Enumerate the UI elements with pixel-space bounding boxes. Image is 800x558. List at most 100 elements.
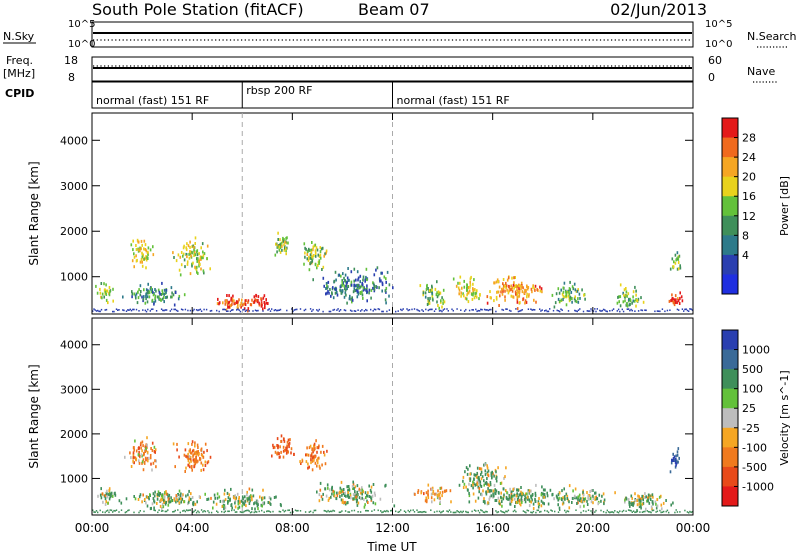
echo-cell — [508, 309, 511, 312]
echo-cell — [626, 302, 628, 306]
echo-cell — [205, 308, 208, 311]
echo-cell — [676, 450, 679, 454]
echo-cell — [155, 459, 157, 463]
echo-cell — [262, 310, 264, 312]
echo-cell — [141, 243, 143, 247]
echo-cell — [526, 495, 529, 499]
echo-cell — [135, 292, 138, 296]
echo-cell — [427, 309, 429, 312]
echo-cell — [542, 492, 544, 496]
echo-cell — [241, 298, 243, 302]
echo-cell — [514, 285, 517, 288]
echo-cell — [492, 489, 495, 493]
echo-cell — [146, 443, 148, 447]
echo-cell — [595, 495, 597, 499]
echo-cell — [286, 309, 288, 312]
echo-cell — [630, 308, 632, 311]
echo-cell — [619, 510, 621, 512]
echo-cell — [673, 260, 675, 264]
echo-cell — [638, 502, 641, 506]
echo-cell — [612, 511, 615, 514]
echo-cell — [223, 507, 225, 511]
echo-cell — [557, 287, 560, 291]
echo-cell — [525, 496, 527, 500]
echo-cell — [323, 450, 325, 454]
echo-cell — [350, 283, 353, 287]
echo-cell — [546, 510, 548, 512]
echo-cell — [283, 510, 285, 513]
echo-cell — [286, 444, 289, 448]
echo-cell — [582, 490, 584, 494]
echo-cell — [226, 310, 228, 312]
echo-cell — [660, 503, 663, 507]
echo-cell — [214, 496, 216, 500]
echo-cell — [283, 437, 285, 441]
echo-cell — [594, 496, 597, 500]
echo-cell — [227, 310, 229, 312]
colorbar-frame — [721, 117, 739, 295]
echo-cell — [439, 500, 441, 504]
echo-cell — [185, 248, 188, 252]
echo-cell — [559, 509, 561, 511]
echo-cell — [433, 498, 436, 502]
echo-cell — [364, 279, 366, 283]
echo-cell — [227, 305, 229, 309]
echo-cell — [675, 463, 677, 467]
echo-cell — [263, 496, 266, 500]
echo-cell — [278, 452, 280, 456]
echo-cell — [466, 285, 468, 289]
echo-cell — [95, 284, 97, 288]
echo-cell — [239, 310, 242, 313]
echo-cell — [307, 466, 309, 470]
echo-cell — [142, 297, 145, 301]
echo-cell — [297, 509, 299, 512]
echo-cell — [463, 285, 466, 289]
echo-cell — [477, 509, 479, 512]
echo-cell — [363, 310, 366, 312]
echo-cell — [334, 287, 337, 291]
echo-cell — [679, 264, 681, 268]
echo-cell — [481, 493, 483, 497]
echo-cell — [632, 510, 635, 512]
echo-cell — [157, 511, 159, 514]
echo-cell — [191, 465, 193, 468]
echo-cell — [144, 243, 147, 247]
echo-cell — [299, 308, 302, 310]
echo-cell — [135, 449, 138, 453]
echo-cell — [255, 298, 258, 302]
echo-cell — [580, 499, 583, 503]
echo-cell — [531, 493, 534, 496]
echo-cell — [493, 281, 495, 285]
echo-cell — [138, 288, 140, 292]
echo-cell — [562, 295, 565, 298]
echo-cell — [316, 461, 319, 465]
echo-cell — [374, 502, 377, 506]
echo-cell — [505, 308, 507, 310]
echo-cell — [191, 251, 194, 255]
echo-cell — [180, 308, 183, 311]
echo-cell — [197, 271, 199, 275]
echo-cell — [495, 280, 498, 284]
echo-cell — [159, 498, 162, 502]
echo-cell — [351, 298, 354, 302]
echo-cell — [493, 483, 496, 487]
echo-cell — [339, 495, 341, 499]
echo-cell — [265, 298, 267, 302]
echo-cell — [379, 497, 382, 501]
echo-cell — [173, 497, 176, 501]
echo-cell — [573, 282, 576, 286]
echo-cell — [304, 246, 306, 250]
echo-cell — [443, 300, 446, 304]
echo-cell — [467, 467, 469, 471]
echo-cell — [341, 493, 343, 497]
echo-cell — [387, 510, 389, 513]
echo-cell — [200, 509, 203, 511]
echo-cell — [567, 294, 570, 298]
echo-cell — [137, 453, 140, 457]
echo-cell — [596, 308, 598, 310]
echo-cell — [641, 496, 643, 500]
echo-cell — [327, 498, 330, 502]
echo-cell — [188, 509, 190, 511]
echo-cell — [340, 274, 342, 278]
echo-cell — [647, 498, 649, 502]
